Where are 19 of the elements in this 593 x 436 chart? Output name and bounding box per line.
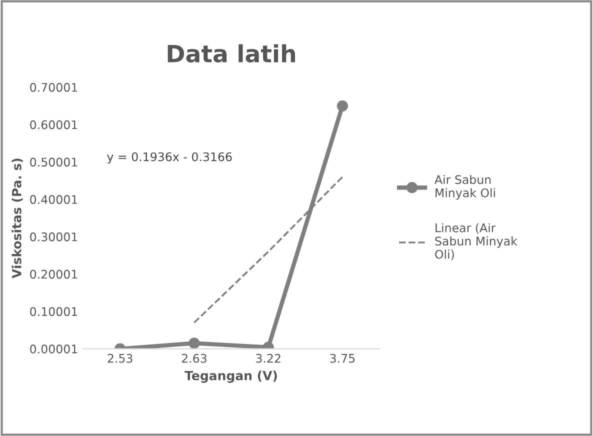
x-tick-label: 3.75 bbox=[330, 354, 355, 363]
x-tick-label: 2.63 bbox=[182, 354, 206, 363]
x-tick-label: 2.53 bbox=[108, 354, 132, 363]
x-tick-label: 3.22 bbox=[256, 354, 280, 363]
legend-label: Linear (Air Sabun Minyak Oli) bbox=[435, 223, 518, 260]
y-tick-label: 0.70001 bbox=[30, 82, 78, 92]
y-tick-label: 0.10001 bbox=[30, 307, 78, 316]
chart-title: Data latih bbox=[168, 44, 296, 63]
y-tick-label: 0.20001 bbox=[30, 270, 78, 279]
y-tick-label: 0.30001 bbox=[30, 232, 78, 242]
y-tick-label: 0.60001 bbox=[30, 120, 78, 130]
point bbox=[336, 100, 348, 112]
annotation: y = 0.1936x - 0.3166 bbox=[107, 152, 232, 164]
y-tick-label: 0.40001 bbox=[30, 195, 78, 204]
y-axis-title: Viskositas (Pa. s) bbox=[12, 158, 23, 278]
legend-label: Air Sabun Minyak Oli bbox=[434, 174, 495, 200]
x-axis-title: Tegangan (V) bbox=[184, 370, 277, 383]
y-tick-label: 0.00001 bbox=[30, 344, 78, 354]
y-tick-label: 0.50001 bbox=[30, 158, 78, 167]
